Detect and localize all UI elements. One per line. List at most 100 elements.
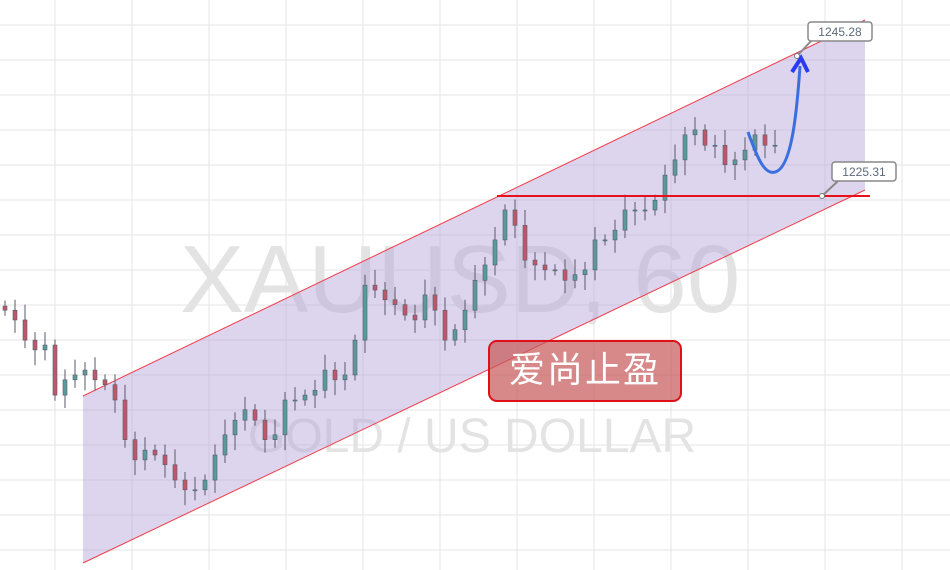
candle-body	[552, 269, 558, 272]
candle	[192, 476, 198, 501]
candle-body	[262, 419, 268, 440]
candle	[472, 264, 478, 319]
candle-body	[372, 284, 378, 291]
candle	[482, 256, 488, 296]
candle	[322, 354, 328, 399]
candle	[562, 259, 568, 294]
candle-body	[122, 399, 128, 440]
candle	[232, 412, 238, 451]
candle	[522, 209, 528, 269]
candle	[202, 474, 208, 496]
candle	[92, 357, 98, 391]
candle	[12, 299, 18, 333]
candle	[42, 332, 48, 361]
candle	[312, 379, 318, 409]
candle-body	[112, 384, 118, 401]
candle-body	[272, 434, 278, 440]
candle	[532, 252, 538, 281]
candle-body	[452, 329, 458, 341]
candle	[762, 124, 768, 159]
candle	[732, 151, 738, 181]
candle-body	[162, 454, 168, 466]
candle-body	[212, 454, 218, 481]
candle	[462, 299, 468, 343]
candle-body	[302, 394, 308, 401]
candle	[252, 404, 258, 426]
candle-body	[142, 449, 148, 461]
candle	[452, 324, 458, 346]
candle-body	[622, 209, 628, 231]
candle-body	[502, 209, 508, 241]
candle-body	[532, 259, 538, 266]
candle-body	[512, 209, 518, 226]
candle-body	[382, 289, 388, 301]
candle	[352, 334, 358, 381]
candle	[332, 362, 338, 396]
candle-body	[322, 369, 328, 391]
candle-body	[12, 309, 18, 321]
projection-curve[interactable]	[746, 65, 802, 174]
candle	[2, 300, 8, 316]
candle	[422, 279, 428, 328]
candle	[602, 234, 608, 246]
candle	[122, 384, 128, 448]
candle-body	[292, 399, 298, 402]
candle-body	[482, 264, 488, 281]
candle-body	[572, 274, 578, 281]
candle	[492, 227, 498, 276]
candle-body	[732, 159, 738, 166]
candle	[662, 164, 668, 214]
candle	[672, 144, 678, 184]
candle	[642, 197, 648, 221]
candle	[282, 392, 288, 451]
candle	[632, 201, 638, 226]
channel-upper-line[interactable]	[82, 19, 866, 397]
candle	[32, 332, 38, 366]
candle-body	[32, 339, 38, 351]
candle-body	[742, 149, 748, 161]
candle	[552, 264, 558, 276]
candle-body	[662, 174, 668, 201]
candle-body	[82, 369, 88, 376]
candle	[572, 259, 578, 289]
candle-body	[152, 449, 158, 456]
candle	[242, 396, 248, 431]
candle-body	[432, 294, 438, 311]
target-price-label[interactable]: 1245.28	[794, 21, 873, 59]
channel-lower-line[interactable]	[82, 189, 866, 564]
candle-body	[232, 419, 238, 436]
candle-body	[682, 134, 688, 161]
candles	[2, 117, 778, 506]
candle	[22, 304, 28, 349]
support-price-label[interactable]: 1225.31	[819, 161, 897, 199]
candle-body	[202, 479, 208, 491]
candle-body	[252, 409, 258, 421]
target-price-text: 1245.28	[818, 25, 862, 39]
candle-body	[222, 434, 228, 456]
candle-body	[52, 344, 58, 396]
candle-body	[42, 344, 48, 351]
support-price-text: 1225.31	[842, 165, 886, 179]
candle	[722, 129, 728, 173]
symbol-watermark: XAUUSD, 60	[180, 226, 740, 333]
candle-body	[102, 379, 108, 385]
candle-body	[522, 225, 528, 261]
candle	[582, 261, 588, 291]
candle	[442, 297, 448, 351]
candle-body	[62, 379, 68, 396]
candle	[82, 362, 88, 391]
candle-body	[412, 314, 418, 321]
candle-body	[92, 369, 98, 381]
candle-body	[472, 279, 478, 311]
candle-body	[2, 305, 8, 311]
candle-body	[242, 409, 248, 421]
candle	[72, 359, 78, 388]
candle	[742, 137, 748, 171]
candle-body	[772, 144, 778, 147]
candle	[402, 299, 408, 321]
candle-body	[72, 374, 78, 381]
candle	[222, 419, 228, 464]
candle	[682, 126, 688, 176]
